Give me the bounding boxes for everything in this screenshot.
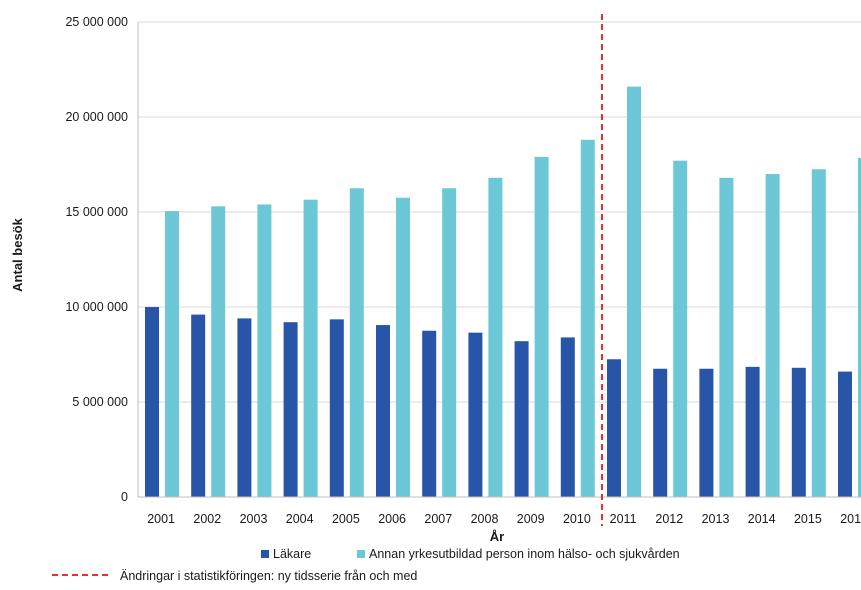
x-tick-label: 2012 <box>655 512 683 526</box>
bar-annan-2013 <box>719 177 734 498</box>
bar-annan-2001 <box>165 211 179 498</box>
bar-lakare-2007 <box>422 330 437 497</box>
bar-lakare-2011 <box>607 359 621 497</box>
bar-lakare-2006 <box>376 325 390 497</box>
x-tick-label: 2005 <box>332 512 360 526</box>
x-tick-label: 2013 <box>702 512 730 526</box>
bar-lakare-2016 <box>838 371 852 497</box>
y-tick-label: 20 000 000 <box>65 110 128 124</box>
bar-lakare-2009 <box>514 341 529 497</box>
bar-annan-2016 <box>858 157 861 497</box>
x-tick-label: 2010 <box>563 512 591 526</box>
legend-swatch-annan <box>357 550 365 558</box>
x-tick-label: 2001 <box>147 512 175 526</box>
legend-label-annan: Annan yrkesutbildad person inom hälso- o… <box>369 547 680 561</box>
x-tick-label: 2009 <box>517 512 545 526</box>
y-tick-label: 5 000 000 <box>72 395 128 409</box>
bar-annan-2014 <box>765 174 780 497</box>
legend-swatch-lakare <box>261 550 269 558</box>
x-tick-label: 2008 <box>471 512 499 526</box>
bar-annan-2002 <box>211 206 226 498</box>
bar-annan-2012 <box>673 160 688 497</box>
bar-lakare-2003 <box>237 318 252 497</box>
legend-label-lakare: Läkare <box>273 547 311 561</box>
x-tick-label: 2015 <box>794 512 822 526</box>
x-tick-label: 2014 <box>748 512 776 526</box>
x-tick-label: 2006 <box>378 512 406 526</box>
bar-annan-2011 <box>627 86 641 497</box>
bar-annan-2006 <box>396 197 410 497</box>
bar-annan-2008 <box>488 177 503 498</box>
bar-annan-2007 <box>442 188 457 497</box>
x-tick-label: 2011 <box>610 512 637 526</box>
bar-annan-2009 <box>534 156 549 497</box>
x-tick-labels: 2001 2002 2003 2004 2005 2006 2007 2008 2009 2010… <box>147 512 861 526</box>
bar-annan-2010 <box>580 139 595 498</box>
y-tick-label: 15 000 000 <box>65 205 128 219</box>
bar-annan-2015 <box>811 169 826 497</box>
bar-lakare-2015 <box>791 367 806 497</box>
y-tick-label: 25 000 000 <box>65 15 128 29</box>
x-tick-label: 2002 <box>193 512 221 526</box>
bars <box>145 86 861 498</box>
bar-lakare-2012 <box>653 368 668 497</box>
y-tick-labels: 0 5 000 000 10 000 000 15 000 000 20 000 000… <box>65 15 128 504</box>
x-tick-label: 2007 <box>424 512 452 526</box>
bar-lakare-2008 <box>468 332 483 497</box>
bar-annan-2005 <box>349 188 364 497</box>
bar-lakare-2005 <box>329 319 344 497</box>
legend-label-series-break: Ändringar i statistikföringen: ny tidsse… <box>120 569 417 583</box>
y-tick-label: 10 000 000 <box>65 300 128 314</box>
bar-lakare-2002 <box>191 314 206 497</box>
bar-lakare-2013 <box>699 368 714 497</box>
x-tick-label: 2016 <box>840 512 861 526</box>
x-tick-label: 2003 <box>240 512 268 526</box>
bar-annan-2003 <box>257 204 272 497</box>
y-axis-title: Antal besök <box>10 217 25 291</box>
bar-annan-2004 <box>303 199 318 497</box>
x-tick-label: 2004 <box>286 512 314 526</box>
bar-lakare-2004 <box>283 322 298 497</box>
bar-lakare-2014 <box>745 366 760 497</box>
bar-lakare-2001 <box>145 307 159 497</box>
y-tick-label: 0 <box>121 490 128 504</box>
x-axis-title: År <box>490 529 504 544</box>
bar-lakare-2010 <box>560 337 575 497</box>
legend: Läkare Annan yrkesutbildad person inom h… <box>52 547 680 583</box>
